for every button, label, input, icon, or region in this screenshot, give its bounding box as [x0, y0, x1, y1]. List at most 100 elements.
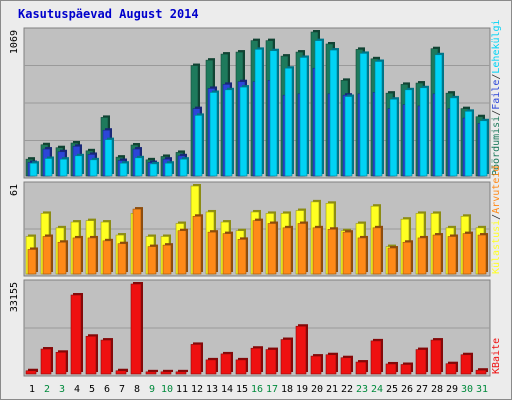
x-label-day-10: 10 [161, 384, 173, 395]
bar-kbaite-day-15 [235, 357, 248, 375]
scale-label-2: 61 [9, 184, 20, 196]
bar-kbaite-day-10 [160, 369, 173, 375]
bar-kbaite-day-4 [70, 293, 83, 375]
bar-lehekülgi-day-19 [299, 55, 309, 177]
bar-lehekülgi-day-27 [419, 85, 429, 177]
bar-kbaite-day-23 [355, 360, 368, 375]
bar-arvuteid-day-21 [327, 227, 338, 275]
bar-lehekülgi-day-11 [179, 157, 189, 177]
bar-kbaite-day-17 [265, 347, 278, 375]
bar-kbaite-day-3 [55, 350, 68, 375]
x-label-day-17: 17 [266, 384, 278, 395]
legend-entry: KBaite [491, 338, 502, 374]
bar-lehekülgi-day-8 [134, 155, 144, 177]
legend-separator: / [491, 214, 502, 220]
bar-lehekülgi-day-20 [314, 38, 324, 177]
x-label-day-15: 15 [236, 384, 248, 395]
bar-arvuteid-day-16 [252, 218, 263, 275]
x-label-day-25: 25 [386, 384, 398, 395]
bar-arvuteid-day-8 [132, 207, 143, 275]
x-label-day-3: 3 [59, 384, 65, 395]
bar-arvuteid-day-10 [162, 243, 173, 275]
bar-kbaite-day-12 [190, 342, 203, 375]
bar-arvuteid-day-13 [207, 230, 218, 275]
bar-lehekülgi-day-16 [254, 47, 264, 177]
bar-lehekülgi-day-21 [329, 48, 339, 177]
bar-kbaite-day-25 [385, 361, 398, 375]
bar-arvuteid-day-5 [87, 235, 98, 275]
bar-lehekülgi-day-15 [239, 85, 249, 177]
x-label-day-28: 28 [431, 384, 443, 395]
x-label-day-7: 7 [119, 384, 125, 395]
bar-kbaite-day-19 [295, 324, 308, 375]
bar-kbaite-day-8 [130, 282, 143, 375]
bar-lehekülgi-day-12 [194, 113, 204, 177]
bar-kbaite-day-11 [175, 369, 188, 375]
bar-kbaite-day-31 [475, 368, 488, 375]
bar-kbaite-day-5 [85, 334, 98, 375]
bar-kbaite-day-27 [415, 347, 428, 375]
x-label-day-29: 29 [446, 384, 458, 395]
bar-arvuteid-day-17 [267, 221, 278, 275]
bar-kbaite-day-9 [145, 369, 158, 375]
bar-kbaite-day-18 [280, 337, 293, 375]
x-label-day-6: 6 [104, 384, 110, 395]
bar-lehekülgi-day-18 [284, 66, 294, 177]
bar-lehekülgi-day-6 [104, 137, 114, 177]
legend-2: Külastusi/Arvuteid [491, 166, 502, 274]
bar-kbaite-day-2 [40, 347, 53, 375]
x-label-day-1: 1 [29, 384, 35, 395]
bar-lehekülgi-day-30 [464, 109, 474, 177]
bar-lehekülgi-day-3 [59, 157, 69, 177]
scale-label-1: 1069 [9, 30, 20, 54]
bar-lehekülgi-day-31 [479, 118, 489, 177]
x-label-day-19: 19 [296, 384, 308, 395]
bar-arvuteid-day-1 [27, 247, 38, 275]
bar-kbaite-day-13 [205, 357, 218, 375]
bar-arvuteid-day-25 [387, 246, 398, 275]
x-label-day-30: 30 [461, 384, 473, 395]
bar-lehekülgi-day-9 [149, 161, 159, 177]
bar-kbaite-day-29 [445, 361, 458, 375]
bar-kbaite-day-30 [460, 352, 473, 375]
legend-entry: Arvuteid [491, 166, 502, 214]
x-label-day-27: 27 [416, 384, 428, 395]
bar-lehekülgi-day-10 [164, 161, 174, 177]
bar-arvuteid-day-6 [102, 238, 113, 275]
x-label-day-13: 13 [206, 384, 218, 395]
x-label-day-14: 14 [221, 384, 233, 395]
bar-kbaite-day-21 [325, 352, 338, 375]
bar-arvuteid-day-14 [222, 231, 233, 275]
bar-kbaite-day-20 [310, 354, 323, 375]
bar-lehekülgi-day-23 [359, 51, 369, 177]
x-label-day-21: 21 [326, 384, 338, 395]
legend-1: Pöördumisi/Faile/Lehekülgi [491, 19, 502, 176]
legend-entry: Faile [491, 80, 502, 110]
x-label-day-11: 11 [176, 384, 188, 395]
scale-label-3: 33155 [9, 282, 20, 312]
x-label-day-26: 26 [401, 384, 413, 395]
legend-separator: / [491, 74, 502, 80]
bar-kbaite-day-1 [25, 368, 38, 375]
x-label-day-23: 23 [356, 384, 368, 395]
bar-arvuteid-day-29 [447, 234, 458, 275]
bar-arvuteid-day-19 [297, 221, 308, 275]
bar-arvuteid-day-28 [432, 233, 443, 275]
bar-lehekülgi-day-28 [434, 52, 444, 177]
x-label-day-12: 12 [191, 384, 203, 395]
bar-arvuteid-day-9 [147, 244, 158, 275]
bar-lehekülgi-day-7 [119, 161, 129, 177]
bar-arvuteid-day-22 [342, 230, 353, 275]
bar-lehekülgi-day-14 [224, 87, 234, 177]
bar-lehekülgi-day-24 [374, 59, 384, 177]
bar-kbaite-day-26 [400, 362, 413, 375]
bar-kbaite-day-28 [430, 338, 443, 375]
bar-arvuteid-day-20 [312, 225, 323, 275]
x-label-day-31: 31 [476, 384, 488, 395]
x-label-day-4: 4 [74, 384, 80, 395]
legend-entry: Külastusi [491, 220, 502, 274]
bar-arvuteid-day-7 [117, 241, 128, 275]
bar-arvuteid-day-2 [42, 234, 53, 275]
bar-lehekülgi-day-2 [44, 156, 54, 177]
